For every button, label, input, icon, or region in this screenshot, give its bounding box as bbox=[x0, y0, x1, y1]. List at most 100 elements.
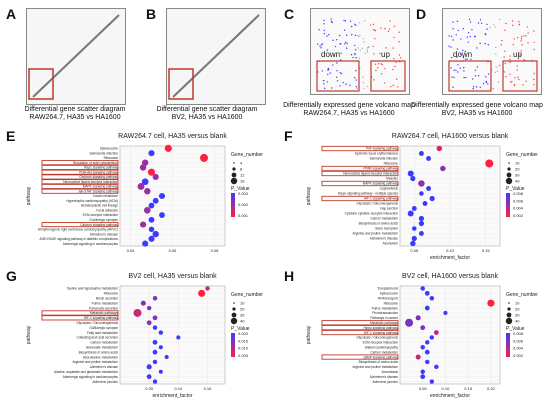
panel-label-f: F bbox=[284, 128, 293, 144]
legend-gene-label: 40 bbox=[515, 179, 520, 184]
highlight-box bbox=[41, 183, 119, 190]
caption-a-line1: Differential gene scatter diagram bbox=[24, 106, 126, 113]
bubble-point bbox=[205, 286, 210, 291]
volcano-point bbox=[494, 26, 497, 28]
y-tick-label: Alzheimer's disease bbox=[370, 375, 398, 379]
y-tick-label: Arginine and proline metabolism bbox=[352, 365, 398, 369]
volcano-point bbox=[355, 57, 357, 59]
volcano-point bbox=[343, 29, 346, 31]
volcano-point bbox=[380, 73, 383, 75]
y-tick-label: Spliceosome bbox=[380, 292, 398, 296]
volcano-point bbox=[327, 73, 329, 76]
volcano-point bbox=[354, 34, 357, 36]
up-label-c: up bbox=[381, 50, 390, 59]
x-axis-label: enrichment_factor bbox=[430, 255, 470, 261]
volcano-point bbox=[384, 67, 386, 70]
volcano-point bbox=[511, 20, 514, 22]
legend-gene-dot bbox=[232, 167, 236, 171]
x-tick-label: 0.10 bbox=[174, 386, 183, 391]
volcano-point bbox=[366, 85, 369, 88]
volcano-point bbox=[511, 80, 513, 83]
legend-gene-dot bbox=[230, 177, 238, 185]
bubble-point bbox=[146, 364, 152, 370]
bubble-point bbox=[164, 144, 172, 152]
bubble-chart-f: RAW264.7 cell, HA1600 versus blank 0.05 0.… bbox=[306, 133, 538, 261]
bubble-point bbox=[424, 305, 430, 311]
volcano-point bbox=[355, 79, 357, 81]
legend-gene-dot bbox=[508, 302, 510, 304]
legend-gene-title: Gene_number bbox=[231, 292, 263, 298]
volcano-point bbox=[362, 81, 365, 84]
volcano-point bbox=[329, 72, 331, 74]
bubble-point bbox=[433, 330, 439, 335]
highlight-box bbox=[41, 169, 119, 175]
y-tick-label: HIF-1 signaling pathway bbox=[364, 197, 399, 201]
volcano-point bbox=[394, 65, 396, 68]
bubble-point bbox=[410, 240, 416, 247]
legend-gene-label: 30 bbox=[515, 173, 520, 178]
volcano-point bbox=[482, 82, 485, 85]
volcano-point bbox=[525, 35, 527, 37]
legend-pvalue-colorbar bbox=[231, 333, 235, 357]
y-tick-label: HIF-1 signaling pathway bbox=[84, 316, 119, 320]
bubble-point bbox=[152, 379, 158, 384]
highlight-box bbox=[321, 195, 399, 202]
volcano-point bbox=[330, 18, 332, 20]
legend-gene-label: 30 bbox=[240, 313, 245, 318]
legend-gene-title: Gene_number bbox=[506, 152, 538, 158]
volcano-point bbox=[387, 30, 390, 33]
volcano-point bbox=[487, 73, 490, 75]
y-tick-label: Hippo signaling pathway - multiple speci… bbox=[338, 192, 398, 196]
bubble-point bbox=[159, 212, 165, 218]
volcano-point bbox=[318, 29, 320, 31]
x-tick-label: 0.15 bbox=[204, 386, 213, 391]
volcano-point bbox=[468, 18, 471, 21]
y-tick-label: Salmonella infection bbox=[369, 157, 398, 161]
down-label-c: down bbox=[321, 50, 340, 59]
volcano-point bbox=[372, 29, 375, 31]
bubble-point bbox=[418, 220, 425, 227]
bubble-point bbox=[487, 299, 495, 307]
volcano-point bbox=[476, 66, 479, 68]
volcano-point bbox=[469, 35, 472, 38]
y-tick-label: GABAergic synapse bbox=[89, 326, 118, 330]
volcano-point bbox=[327, 67, 330, 70]
bubble-point bbox=[420, 325, 426, 331]
caption-d-line1: Differentially expressed gene volcano ma… bbox=[411, 102, 543, 109]
bubble-point bbox=[419, 191, 424, 196]
bubble-point bbox=[407, 170, 414, 177]
volcano-point bbox=[354, 23, 356, 25]
legend-pvalue-label: 0.002 bbox=[238, 202, 249, 207]
bubble-point bbox=[158, 192, 166, 200]
legend-pvalue-label: 0.004 bbox=[513, 206, 524, 211]
legend-pvalue-colorbar bbox=[231, 193, 235, 217]
legend-gene-dot bbox=[231, 172, 237, 178]
x-tick-label: 0.15 bbox=[464, 386, 473, 391]
y-tick-label: Regulation of actin cytoskeleton bbox=[73, 161, 118, 165]
bubble-chart-h: BV2 cell, HA1600 versus blank 0.05 0.10 0.1… bbox=[306, 273, 538, 399]
bubble-point bbox=[485, 159, 494, 168]
y-axis-label: pathway bbox=[306, 325, 312, 344]
legend-gene-label: 20 bbox=[515, 167, 520, 172]
volcano-point bbox=[473, 85, 475, 88]
volcano-point bbox=[533, 83, 535, 86]
volcano-point bbox=[372, 23, 375, 26]
y-tick-label: Spliceosome bbox=[100, 147, 118, 151]
legend-pvalue-label: 0.006 bbox=[513, 198, 524, 203]
bubble-point bbox=[429, 195, 435, 202]
highlight-box bbox=[321, 180, 399, 187]
y-tick-label: Arrhythmogenic right ventricular cardiom… bbox=[38, 228, 118, 232]
volcano-point bbox=[345, 34, 348, 36]
volcano-point bbox=[339, 85, 341, 87]
volcano-point bbox=[398, 54, 401, 56]
volcano-point bbox=[380, 27, 382, 29]
legend-pvalue-label: 0.020 bbox=[238, 331, 249, 336]
volcano-point bbox=[357, 35, 360, 38]
bubble-point bbox=[152, 325, 158, 330]
volcano-point bbox=[397, 86, 399, 88]
volcano-c-svg: down up bbox=[316, 18, 406, 92]
bubble-point bbox=[152, 339, 158, 345]
volcano-point bbox=[467, 31, 470, 34]
volcano-point bbox=[392, 47, 394, 49]
volcano-point bbox=[393, 36, 395, 39]
